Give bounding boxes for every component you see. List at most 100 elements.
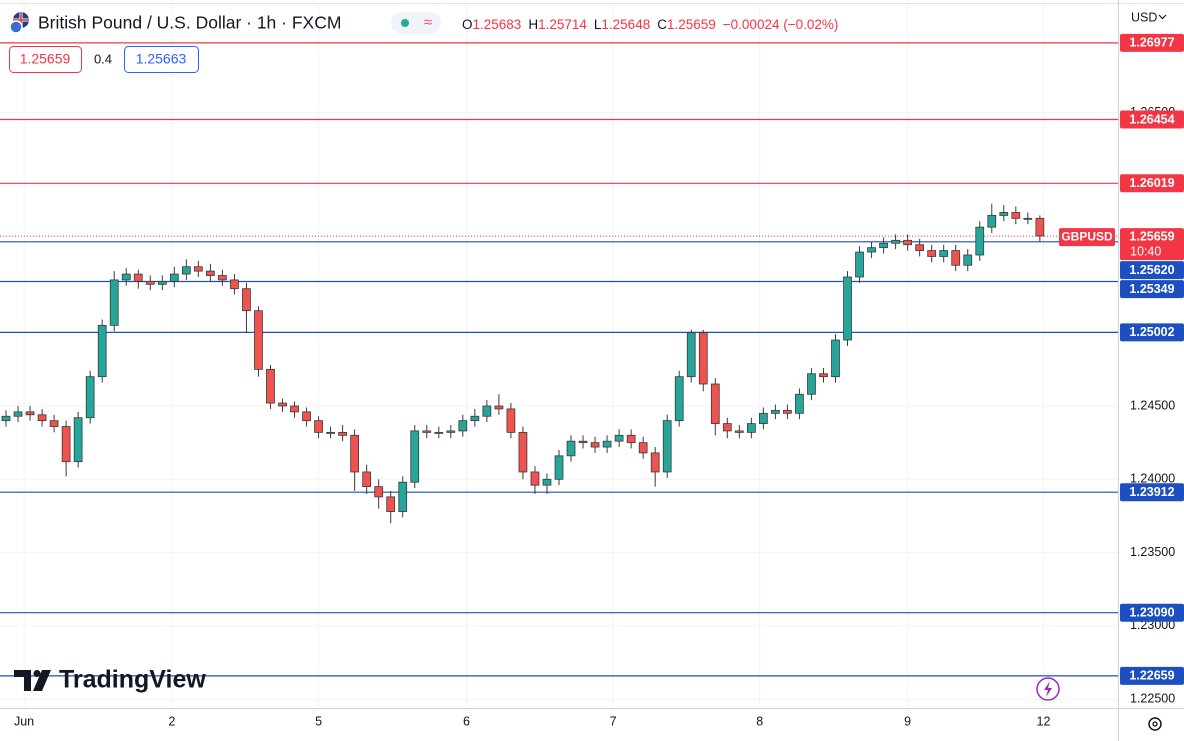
level-label-box xyxy=(1120,483,1184,502)
candle-body xyxy=(891,239,900,244)
candle-body xyxy=(386,496,396,512)
level-label-box xyxy=(1120,603,1184,622)
candle-body xyxy=(518,431,528,473)
status-badge: ≈ xyxy=(391,12,441,34)
x-tick-label: Jun xyxy=(14,714,34,728)
x-tick-label: 9 xyxy=(904,714,911,728)
level-label-box xyxy=(1120,174,1184,193)
candle-body xyxy=(578,440,588,444)
y-tick-label: 1.22500 xyxy=(1130,692,1175,706)
sell-button[interactable] xyxy=(9,46,82,73)
candle-body xyxy=(398,481,408,512)
ohlc-key: H xyxy=(528,17,538,32)
candle-body xyxy=(867,247,876,253)
candle-body xyxy=(963,254,973,266)
candle-body xyxy=(362,471,372,488)
candle-body xyxy=(771,409,780,414)
candle-body xyxy=(614,434,624,442)
candle-body xyxy=(819,373,828,378)
watermark-logo xyxy=(14,670,51,691)
level-label-box xyxy=(1120,33,1184,52)
x-tick-label: 7 xyxy=(610,714,617,728)
currency-selector[interactable]: USD xyxy=(1131,10,1157,24)
candle-body xyxy=(542,478,552,486)
candle-body xyxy=(470,415,480,422)
candle-body xyxy=(698,332,708,385)
candle-body xyxy=(807,373,816,395)
last-price-box xyxy=(1120,228,1184,261)
candle-body xyxy=(662,420,672,473)
candle-body xyxy=(783,409,792,414)
symbol-label-box xyxy=(1059,228,1115,247)
candle-body xyxy=(722,423,732,432)
level-label-box xyxy=(1120,261,1184,280)
candle-body xyxy=(602,440,612,448)
candle-body xyxy=(758,412,768,424)
candle-body xyxy=(266,368,275,404)
candles xyxy=(1,203,1045,524)
ohlc-key: L xyxy=(594,17,602,32)
settings-icon[interactable] xyxy=(1148,717,1162,731)
candle-body xyxy=(951,250,961,266)
candle-body xyxy=(446,430,456,433)
candle-body xyxy=(566,440,576,457)
ohlc-value: 1.25648 xyxy=(601,17,650,32)
candle-body xyxy=(181,266,191,275)
candle-body xyxy=(133,273,143,282)
level-label: 1.26019 xyxy=(1129,176,1174,190)
candle-body xyxy=(975,226,985,256)
level-label: 1.22659 xyxy=(1129,669,1174,683)
x-tick-label: 12 xyxy=(1037,714,1051,728)
candle-body xyxy=(193,266,203,272)
candle-body xyxy=(121,273,131,281)
candle-body xyxy=(494,405,504,410)
alert-icon[interactable] xyxy=(1036,677,1060,701)
sell-price: 1.25659 xyxy=(20,51,71,67)
candle-body xyxy=(1011,212,1021,219)
y-tick-label: 1.23500 xyxy=(1130,545,1175,559)
candle-body xyxy=(795,393,804,414)
level-label-box xyxy=(1120,666,1184,685)
candle-body xyxy=(230,279,239,290)
candle-body xyxy=(278,402,287,407)
candle-body xyxy=(506,408,516,433)
spread: 0.4 xyxy=(94,51,112,66)
level-label: 1.25002 xyxy=(1129,325,1174,339)
currency-caret xyxy=(1158,14,1167,20)
candle-body xyxy=(710,383,720,424)
candle-body xyxy=(157,280,167,285)
candle-body xyxy=(326,431,335,434)
candle-body xyxy=(13,411,23,417)
trade-panel: 1.25659 0.4 1.25663 xyxy=(9,46,199,73)
candle-body xyxy=(530,471,540,486)
candle-body xyxy=(855,251,864,278)
candle-body xyxy=(49,420,59,427)
x-tick-label: 6 xyxy=(463,714,470,728)
ohlc-value: 1.25683 xyxy=(473,17,522,32)
candle-body xyxy=(482,405,492,417)
y-tick-label: 1.24500 xyxy=(1130,398,1175,412)
candle-body xyxy=(1035,217,1045,237)
candle-body xyxy=(422,430,432,433)
buy-button[interactable] xyxy=(124,46,199,73)
level-label-box xyxy=(1120,110,1184,129)
candle-body xyxy=(903,239,912,246)
x-tick-label: 2 xyxy=(168,714,175,728)
candle-body xyxy=(999,212,1009,216)
level-label: 1.26454 xyxy=(1129,112,1174,126)
candle-body xyxy=(590,442,600,448)
candle-body xyxy=(206,270,215,276)
candle-body xyxy=(97,324,107,378)
level-label: 1.25349 xyxy=(1129,282,1174,296)
candle-body xyxy=(650,452,660,473)
symbol-label: GBPUSD xyxy=(1061,230,1113,244)
candle-body xyxy=(458,420,468,432)
candle-body xyxy=(674,376,684,422)
ohlc-key: C xyxy=(657,17,667,32)
watermark: TradingView xyxy=(59,666,206,694)
candle-body xyxy=(626,434,636,444)
candle-body xyxy=(746,423,756,433)
